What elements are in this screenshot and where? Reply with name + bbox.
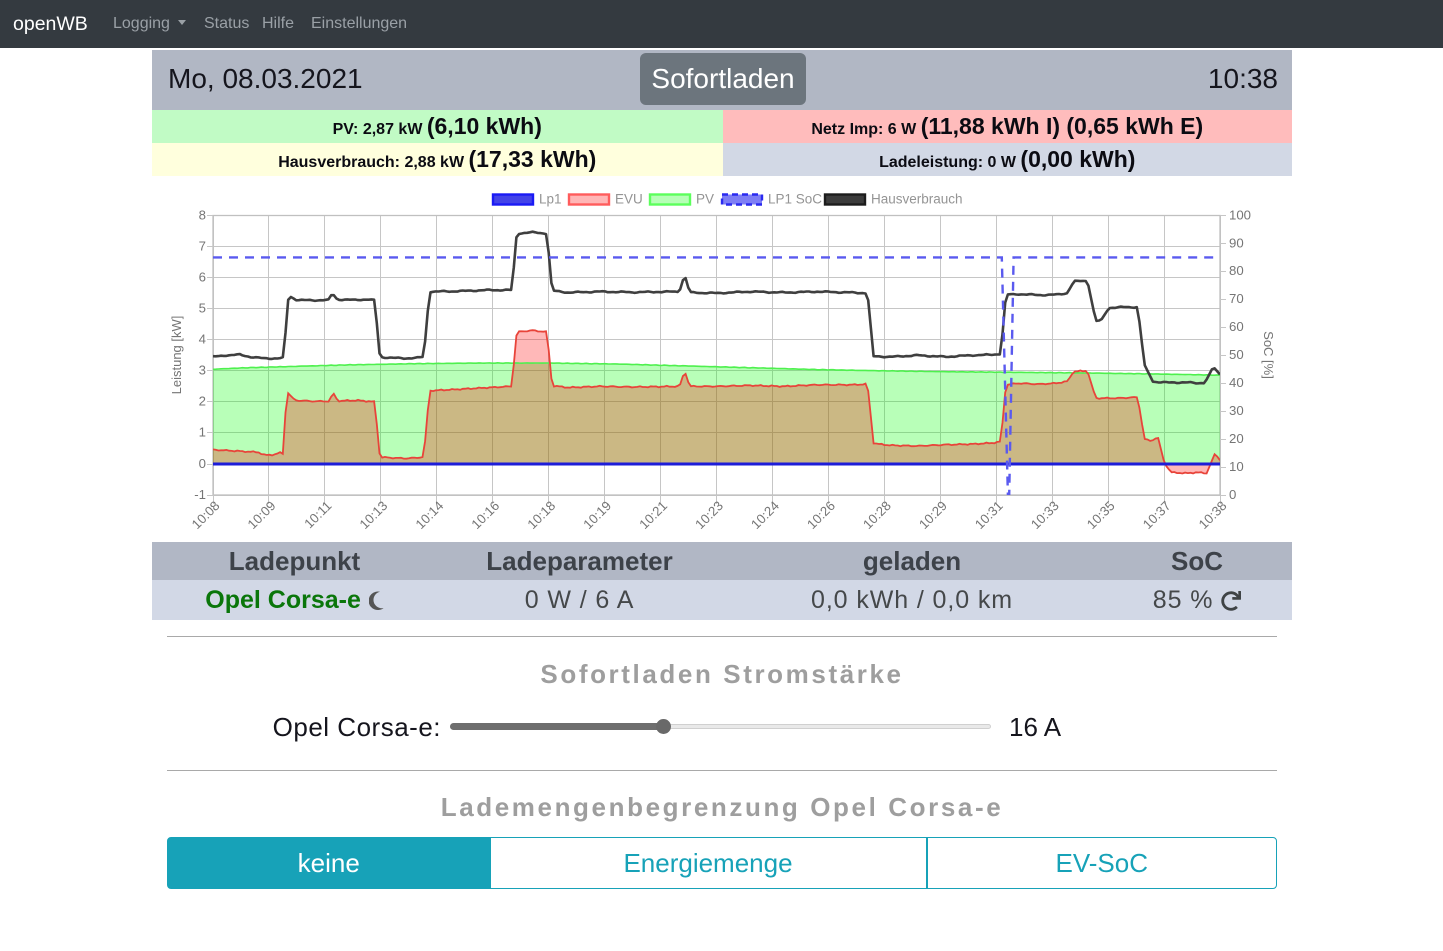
svg-text:10:08: 10:08 [189,498,223,532]
svg-text:8: 8 [199,207,206,222]
svg-text:100: 100 [1229,207,1251,222]
svg-text:10:28: 10:28 [860,498,894,532]
svg-text:4: 4 [199,332,206,347]
svg-text:10:31: 10:31 [972,498,1006,532]
svg-text:Hausverbrauch: Hausverbrauch [871,192,963,207]
svg-text:10:23: 10:23 [692,498,726,532]
svg-text:Leistung [kW]: Leistung [kW] [169,316,184,395]
svg-text:10:35: 10:35 [1084,498,1118,532]
svg-text:5: 5 [199,301,206,316]
svg-text:10: 10 [1229,459,1244,474]
svg-text:SoC [%]: SoC [%] [1261,331,1276,379]
svg-text:10:26: 10:26 [804,498,838,532]
svg-text:10:13: 10:13 [356,498,390,532]
svg-text:0: 0 [1229,487,1236,502]
svg-text:2: 2 [199,394,206,409]
svg-text:10:37: 10:37 [1140,498,1174,532]
svg-text:0: 0 [199,456,206,471]
svg-text:10:33: 10:33 [1028,498,1062,532]
svg-text:-1: -1 [194,487,206,502]
svg-text:PV: PV [696,192,714,207]
svg-text:10:19: 10:19 [580,498,614,532]
svg-text:20: 20 [1229,431,1244,446]
svg-text:10:09: 10:09 [245,498,279,532]
svg-text:10:14: 10:14 [412,498,446,532]
svg-text:30: 30 [1229,403,1244,418]
svg-text:7: 7 [199,238,206,253]
svg-text:10:11: 10:11 [301,498,334,531]
svg-text:6: 6 [199,269,206,284]
svg-text:3: 3 [199,363,206,378]
svg-text:70: 70 [1229,291,1244,306]
svg-text:10:18: 10:18 [524,498,558,532]
svg-text:40: 40 [1229,375,1244,390]
svg-text:10:29: 10:29 [916,498,950,532]
svg-text:1: 1 [199,425,206,440]
svg-text:EVU: EVU [615,192,643,207]
svg-text:10:21: 10:21 [636,498,670,532]
svg-text:10:38: 10:38 [1196,498,1230,532]
svg-text:60: 60 [1229,319,1244,334]
svg-text:90: 90 [1229,235,1244,250]
svg-text:50: 50 [1229,347,1244,362]
svg-text:80: 80 [1229,263,1244,278]
svg-text:LP1 SoC: LP1 SoC [768,192,822,207]
svg-text:Lp1: Lp1 [539,192,562,207]
svg-text:10:16: 10:16 [468,498,502,532]
svg-text:10:24: 10:24 [748,498,782,532]
